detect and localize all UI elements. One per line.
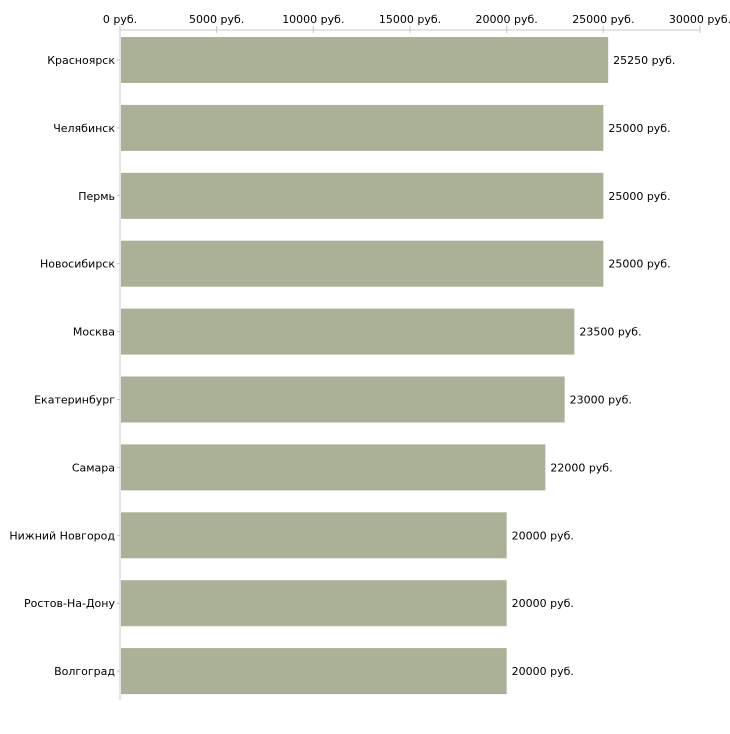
category-label: Ростов-На-Дону xyxy=(24,597,115,610)
data-label: 25000 руб. xyxy=(608,190,670,203)
bar xyxy=(121,648,507,695)
bar xyxy=(121,308,575,355)
category-label: Екатеринбург xyxy=(34,394,115,407)
data-label: 20000 руб. xyxy=(512,529,574,542)
category-label: Волгоград xyxy=(54,665,115,678)
bar xyxy=(121,37,609,83)
category-label: Нижний Новгород xyxy=(9,529,115,542)
category-label: Москва xyxy=(73,326,115,339)
x-tick-label: 20000 руб. xyxy=(476,13,538,26)
category-label: Новосибирск xyxy=(40,258,115,271)
data-label: 25000 руб. xyxy=(608,258,670,271)
data-label: 23000 руб. xyxy=(570,394,632,407)
x-tick-label: 10000 руб. xyxy=(282,13,344,26)
bar xyxy=(121,512,507,559)
bar xyxy=(121,172,604,219)
x-tick-label: 30000 руб. xyxy=(669,13,730,26)
bar xyxy=(121,104,604,151)
x-tick-label: 25000 руб. xyxy=(572,13,634,26)
data-label: 22000 руб. xyxy=(550,461,612,474)
bar xyxy=(121,444,546,491)
category-label: Красноярск xyxy=(47,54,115,67)
x-tick-label: 0 руб. xyxy=(103,13,137,26)
bar xyxy=(121,580,507,627)
data-label: 20000 руб. xyxy=(512,665,574,678)
bar xyxy=(121,240,604,287)
data-label: 23500 руб. xyxy=(579,326,641,339)
data-label: 25250 руб. xyxy=(613,54,675,67)
category-label: Пермь xyxy=(78,190,115,203)
data-label: 20000 руб. xyxy=(512,597,574,610)
bar xyxy=(121,376,565,423)
data-label: 25000 руб. xyxy=(608,122,670,135)
category-label: Самара xyxy=(72,461,115,474)
category-label: Челябинск xyxy=(53,122,115,135)
x-tick-label: 5000 руб. xyxy=(189,13,244,26)
x-tick-label: 15000 руб. xyxy=(379,13,441,26)
